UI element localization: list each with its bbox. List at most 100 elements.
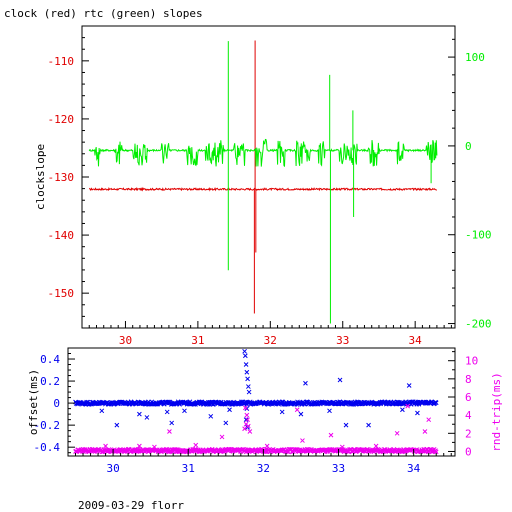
offset-y-tick-label: 0 bbox=[53, 397, 60, 410]
offset-series-offset-outlier-point bbox=[415, 410, 420, 416]
offset-series-rnd-trip-outlier-point bbox=[394, 430, 400, 436]
offset-series-offset-outlier-point bbox=[242, 348, 247, 354]
slopes-x-tick-label: 30 bbox=[119, 334, 132, 347]
slopes-series-clock-line bbox=[89, 186, 437, 192]
offset-series-rnd-trip-outlier-point bbox=[245, 417, 250, 423]
offset-series-rnd-trip-outlier-point bbox=[137, 443, 142, 449]
offset-x-tick-label: 33 bbox=[332, 462, 345, 475]
offset-series-offset-outlier-point bbox=[227, 407, 232, 413]
slopes-series bbox=[88, 40, 438, 324]
offset-series bbox=[73, 348, 439, 455]
offset-series-rnd-trip-outlier-point bbox=[294, 407, 300, 413]
offset-series-offset-outlier-point bbox=[208, 413, 214, 419]
offset-series-offset-outlier-point bbox=[303, 380, 308, 386]
offset-axis-label: offset(ms) bbox=[27, 369, 40, 435]
offset-y-tick-label: 0.4 bbox=[40, 353, 60, 366]
offset-series-rnd-trip-outlier-point bbox=[242, 426, 247, 432]
offset-series-offset-outlier-point bbox=[343, 422, 349, 428]
slopes-x-tick-label: 32 bbox=[264, 334, 277, 347]
offset-series-offset-outlier-point bbox=[246, 389, 252, 395]
slopes-x-tick-label: 33 bbox=[336, 334, 349, 347]
slopes-y-tick-label: -140 bbox=[48, 229, 75, 242]
slopes-plot-frame bbox=[81, 25, 456, 329]
offset-series-offset-outlier-point bbox=[243, 362, 249, 367]
slopes-y-tick-label: -120 bbox=[48, 113, 75, 126]
offset-y-tick-label: 0.2 bbox=[40, 375, 60, 388]
slopes-x-tick-label: 31 bbox=[191, 334, 204, 347]
offset-x-tick-label: 32 bbox=[257, 462, 270, 475]
offset-series-offset-outlier-point bbox=[244, 369, 250, 375]
offset-series-offset-outlier-point bbox=[245, 376, 250, 382]
offset-y2-tick-label: 0 bbox=[465, 445, 472, 458]
offset-y2-tick-label: 2 bbox=[465, 427, 472, 440]
offset-series-rnd-trip-outlier-point bbox=[193, 442, 199, 448]
offset-series-offset-outlier-point bbox=[223, 420, 229, 426]
slopes-axes: 30 31 32 33 34 -150 -140 -130 -120 -110 -200 -100 0 1… bbox=[48, 25, 492, 347]
offset-series-rnd-trip-outlier-point bbox=[264, 443, 270, 449]
offset-series-rnd-trip-point bbox=[433, 449, 439, 455]
left-axis-label: clockslope bbox=[34, 144, 47, 210]
offset-series-offset-outlier-point bbox=[337, 377, 343, 383]
offset-series-rnd-trip-outlier-point bbox=[405, 403, 411, 409]
offset-panel: 30 31 32 33 34 -0.4 -0.2 0 0.2 0.4 0 2 4 6 8 10 offset(… bbox=[27, 347, 503, 475]
slopes-y-tick-label: -110 bbox=[48, 55, 75, 68]
slopes-y2-tick-label: -100 bbox=[465, 229, 492, 242]
slopes-y-tick-label: -150 bbox=[48, 287, 75, 300]
offset-x-tick-label: 34 bbox=[407, 462, 421, 475]
offset-series-rnd-trip-outlier-point bbox=[103, 443, 108, 449]
offset-series-offset-outlier-point bbox=[400, 407, 405, 413]
offset-series-offset-outlier-point bbox=[243, 417, 249, 422]
slopes-y2-tick-label: 0 bbox=[465, 140, 472, 153]
offset-y2-tick-label: 8 bbox=[465, 373, 472, 386]
offset-series-offset-outlier-point bbox=[327, 408, 332, 414]
offset-series-offset-outlier-point bbox=[406, 383, 412, 388]
slopes-y2-tick-label: 100 bbox=[465, 51, 485, 64]
offset-series-offset-outlier-point bbox=[366, 422, 371, 428]
offset-series-offset-outlier-point bbox=[169, 420, 175, 426]
offset-series-offset-outlier-point bbox=[114, 422, 120, 428]
chart-title: clock (red) rtc (green) slopes bbox=[4, 7, 203, 20]
offset-series-rnd-trip-outlier-point bbox=[422, 429, 428, 434]
offset-y-tick-label: -0.4 bbox=[34, 441, 61, 454]
footer-label: 2009-03-29 florr bbox=[78, 499, 184, 512]
offset-series-rnd-trip-outlier-point bbox=[300, 438, 305, 443]
offset-x-tick-label: 30 bbox=[106, 462, 119, 475]
offset-series-offset-point bbox=[433, 400, 439, 406]
offset-axes: 30 31 32 33 34 -0.4 -0.2 0 0.2 0.4 0 2 4 6 8 10 bbox=[34, 347, 478, 475]
offset-series-offset bbox=[73, 348, 439, 430]
offset-y2-tick-label: 4 bbox=[465, 409, 472, 422]
offset-series-rnd-trip-outlier-point bbox=[152, 444, 157, 450]
offset-series-rnd-trip-outlier-point bbox=[339, 444, 345, 450]
slopes-panel: 30 31 32 33 34 -150 -140 -130 -120 -110 -200 -100 0 1… bbox=[34, 25, 492, 347]
offset-series-offset-outlier-point bbox=[245, 384, 251, 389]
offset-series-offset-outlier-point bbox=[242, 353, 248, 359]
offset-plot-frame bbox=[67, 347, 456, 457]
slopes-series-rtc-line bbox=[88, 138, 438, 167]
offset-y2-tick-label: 6 bbox=[465, 391, 472, 404]
offset-series-offset-outlier-point bbox=[182, 408, 187, 414]
offset-series-rnd-trip-outlier-point bbox=[219, 434, 225, 440]
offset-series-rnd-trip-outlier-point bbox=[167, 429, 172, 434]
slopes-series-rtc bbox=[88, 41, 438, 324]
offset-series-offset-outlier-point bbox=[144, 415, 150, 420]
slopes-x-tick-label: 34 bbox=[409, 334, 423, 347]
offset-y-tick-label: -0.2 bbox=[34, 419, 61, 432]
rndtrip-axis-label: rnd-trip(ms) bbox=[490, 372, 503, 451]
offset-series-rnd-trip-outlier-point bbox=[373, 443, 379, 449]
offset-series-rnd-trip-outlier-point bbox=[242, 405, 248, 411]
offset-series-offset-outlier-point bbox=[164, 409, 170, 415]
offset-x-tick-label: 31 bbox=[182, 462, 195, 475]
offset-series-offset-outlier-point bbox=[298, 411, 304, 417]
offset-series-offset-outlier-point bbox=[279, 409, 285, 415]
slopes-series-clock bbox=[89, 40, 437, 314]
offset-series-rnd-trip-outlier-point bbox=[245, 423, 251, 429]
offset-series-rnd-trip bbox=[73, 403, 439, 455]
slopes-y2-tick-label: -200 bbox=[465, 318, 492, 331]
slopes-y-tick-label: -130 bbox=[48, 171, 75, 184]
offset-series-rnd-trip-outlier-point bbox=[426, 417, 432, 423]
offset-series-rnd-trip-outlier-point bbox=[328, 432, 334, 438]
offset-series-rnd-trip-outlier-point bbox=[244, 412, 250, 418]
offset-series-offset-outlier-point bbox=[137, 411, 142, 417]
offset-series-offset-outlier-point bbox=[99, 408, 105, 414]
